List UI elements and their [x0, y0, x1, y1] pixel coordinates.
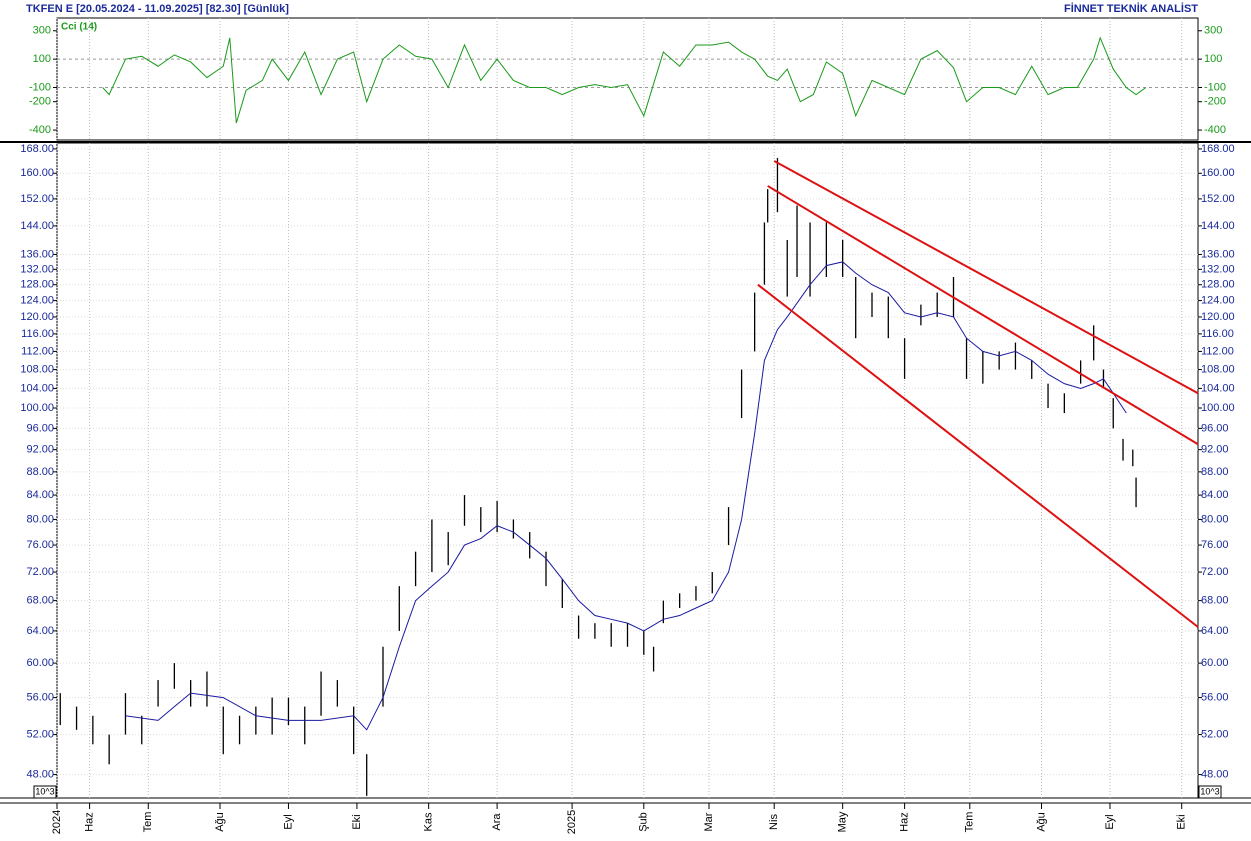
y-tick-label: 68.00 — [26, 595, 54, 607]
x-tick-label: 2024 — [51, 810, 63, 834]
x-tick-label: Tem — [142, 812, 154, 833]
y-tick-label: 76.00 — [26, 539, 54, 551]
x-tick-label: Kas — [423, 812, 435, 831]
y-tick-label: 60.00 — [1201, 657, 1229, 669]
x-tick-label: 2025 — [566, 810, 578, 834]
y-tick-label: 48.00 — [26, 768, 54, 780]
y-tick-label: 128.00 — [20, 279, 54, 291]
y-tick-label: 112.00 — [21, 345, 54, 357]
y-tick-label: 124.00 — [1201, 294, 1235, 306]
cci-line — [102, 36, 1147, 124]
y-tick-label: 52.00 — [1201, 728, 1229, 740]
y-tick-label: 108.00 — [1201, 363, 1235, 375]
y-tick-label: 96.00 — [1201, 422, 1229, 434]
x-tick-label: Eki — [351, 814, 363, 829]
y-tick-label: 76.00 — [1201, 539, 1229, 551]
y-tick-label: 52.00 — [26, 728, 54, 740]
y-tick-label: 92.00 — [1201, 444, 1229, 456]
y-tick-label: 116.00 — [1201, 328, 1234, 340]
trend-line — [767, 185, 1199, 446]
y-tick-label: 132.00 — [1201, 263, 1235, 275]
y-tick-label: 168.00 — [20, 143, 54, 155]
x-tick-label: Nis — [768, 814, 780, 830]
y-tick-label: 100 — [33, 53, 51, 65]
x-tick-label: May — [837, 811, 849, 832]
x-tick-label: Haz — [84, 812, 96, 832]
x-tick-label: Tem — [964, 812, 976, 833]
x-tick-label: Mar — [703, 812, 715, 831]
brand: FİNNET TEKNİK ANALİST — [1064, 2, 1198, 15]
y-tick-label: 48.00 — [1201, 768, 1229, 780]
x-tick-label: Ara — [491, 813, 503, 831]
unit-box — [33, 785, 57, 799]
y-tick-label: 128.00 — [1201, 279, 1235, 291]
y-tick-label: -200 — [29, 96, 51, 108]
y-tick-label: 80.00 — [1201, 513, 1229, 525]
y-tick-label: 124.00 — [20, 294, 54, 306]
y-tick-label: 136.00 — [1201, 248, 1235, 260]
y-tick-label: 100 — [1204, 53, 1222, 65]
y-tick-label: 104.00 — [20, 382, 54, 394]
x-tick-label: Haz — [899, 812, 911, 832]
y-tick-label: -200 — [1204, 96, 1226, 108]
y-tick-label: 64.00 — [26, 625, 54, 637]
y-tick-label: 144.00 — [1201, 220, 1235, 232]
unit-box — [1198, 785, 1222, 799]
y-tick-label: -100 — [29, 81, 51, 93]
y-tick-label: 152.00 — [20, 193, 54, 205]
y-tick-label: 120.00 — [1201, 311, 1235, 323]
y-tick-label: 108.00 — [20, 363, 54, 375]
y-tick-label: -100 — [1204, 81, 1226, 93]
y-tick-label: 160.00 — [1201, 167, 1235, 179]
y-tick-label: 68.00 — [1201, 595, 1229, 607]
y-tick-label: 100.00 — [20, 402, 54, 414]
x-tick-label: Ağu — [1035, 812, 1047, 832]
y-tick-label: -400 — [1204, 124, 1226, 136]
cci-title: Cci (14) — [61, 22, 97, 33]
y-tick-label: 80.00 — [26, 513, 54, 525]
x-tick-label: Eyl — [1104, 814, 1116, 829]
x-tick-label: Eki — [1176, 814, 1188, 829]
chart-title: TKFEN E [20.05.2024 - 11.09.2025] [82.30… — [26, 3, 289, 15]
y-tick-label: 60.00 — [26, 657, 54, 669]
y-tick-label: 92.00 — [26, 444, 54, 456]
y-tick-label: -400 — [29, 124, 51, 136]
y-tick-label: 72.00 — [1201, 566, 1229, 578]
y-tick-label: 88.00 — [26, 466, 54, 478]
y-tick-label: 72.00 — [26, 566, 54, 578]
x-tick-label: Eyl — [282, 814, 294, 829]
y-tick-label: 160.00 — [20, 167, 54, 179]
y-tick-label: 84.00 — [1201, 489, 1229, 501]
moving-average — [125, 261, 1127, 731]
y-tick-label: 64.00 — [1201, 625, 1229, 637]
y-tick-label: 132.00 — [20, 263, 54, 275]
x-tick-label: Şub — [638, 812, 650, 832]
y-tick-label: 88.00 — [1201, 466, 1229, 478]
trend-line — [757, 283, 1199, 628]
unit-label: 10^3 — [35, 786, 54, 796]
y-tick-label: 152.00 — [1201, 193, 1235, 205]
y-tick-label: 168.00 — [1201, 143, 1235, 155]
y-tick-label: 300 — [33, 25, 51, 37]
x-tick-label: Ağu — [214, 812, 226, 832]
y-tick-label: 136.00 — [20, 248, 54, 260]
trend-line — [773, 160, 1199, 395]
separator — [0, 141, 1251, 143]
y-tick-label: 56.00 — [1201, 691, 1229, 703]
y-tick-label: 144.00 — [20, 220, 54, 232]
y-tick-label: 96.00 — [26, 422, 54, 434]
y-tick-label: 120.00 — [20, 311, 54, 323]
y-tick-label: 84.00 — [26, 489, 54, 501]
y-tick-label: 56.00 — [26, 691, 54, 703]
y-tick-label: 116.00 — [21, 328, 54, 340]
y-tick-label: 112.00 — [1201, 345, 1234, 357]
y-tick-label: 300 — [1204, 25, 1222, 37]
y-tick-label: 104.00 — [1201, 382, 1235, 394]
unit-label: 10^3 — [1200, 786, 1219, 796]
y-tick-label: 100.00 — [1201, 402, 1235, 414]
